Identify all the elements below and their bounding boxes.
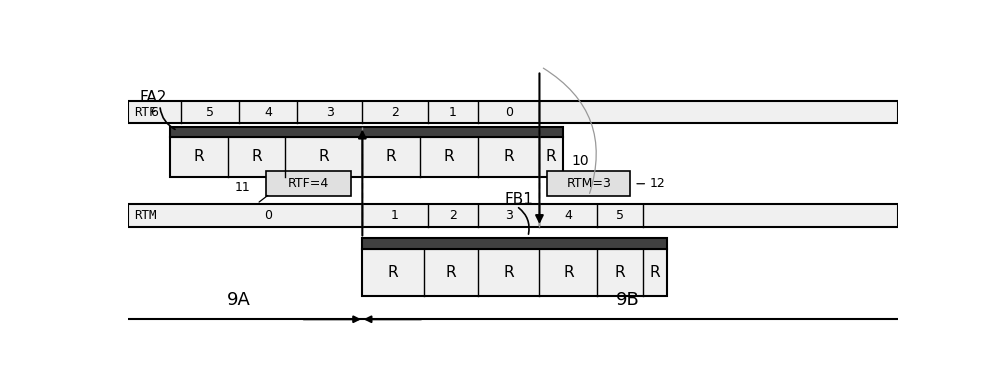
Text: 0: 0 [505,106,513,119]
Bar [170,137,563,177]
Text: 1: 1 [391,209,399,222]
Bar [362,238,666,249]
Text: FA2: FA2 [139,90,166,105]
Text: 4: 4 [264,106,272,119]
Text: 11: 11 [235,181,251,194]
Text: 2: 2 [449,209,457,222]
Text: 10: 10 [572,154,589,168]
Bar [128,204,898,227]
Text: 9A: 9A [227,291,251,309]
Text: RTM=3: RTM=3 [566,177,611,190]
Text: 5: 5 [206,106,214,119]
Text: R: R [546,149,556,164]
Text: FB1: FB1 [505,193,534,207]
Bar [170,127,563,137]
Text: R: R [319,149,329,164]
Text: R: R [388,265,398,280]
Text: 3: 3 [326,106,334,119]
Text: 4: 4 [564,209,572,222]
Bar [266,172,351,196]
Text: 0: 0 [264,209,272,222]
Text: 12: 12 [649,177,665,190]
Text: 9B: 9B [616,291,640,309]
Text: R: R [386,149,397,164]
Text: 5: 5 [616,209,624,222]
Text: 6: 6 [151,106,158,119]
Text: R: R [503,265,514,280]
Text: R: R [193,149,204,164]
Text: RTF: RTF [134,106,156,119]
Text: R: R [563,265,574,280]
Text: R: R [251,149,262,164]
Text: R: R [650,265,660,280]
Bar [128,102,898,123]
Bar [362,249,666,296]
Text: RTM: RTM [134,209,156,222]
Text: 1: 1 [449,106,457,119]
Text: 3: 3 [505,209,513,222]
Text: R: R [615,265,626,280]
Text: R: R [444,149,454,164]
Text: R: R [503,149,514,164]
Bar [547,172,630,196]
Text: 2: 2 [391,106,399,119]
Text: RTF=4: RTF=4 [288,177,329,190]
Text: R: R [446,265,456,280]
